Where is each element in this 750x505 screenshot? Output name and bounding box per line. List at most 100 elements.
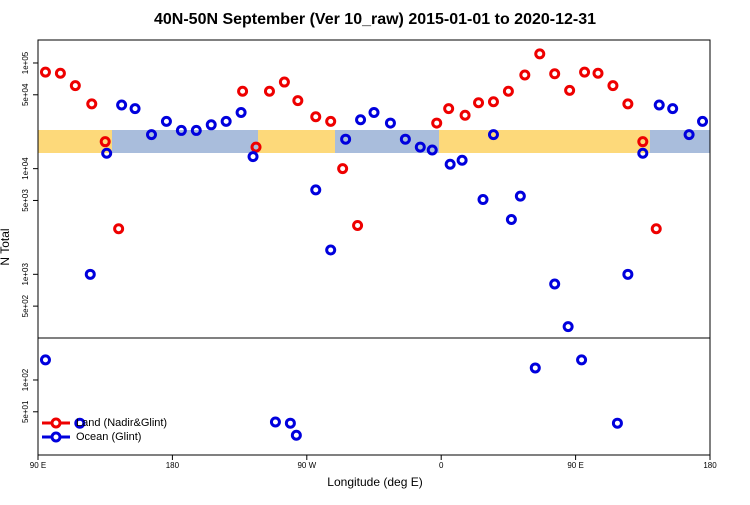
y-tick-label: 5e+03 [21, 189, 30, 212]
point [278, 76, 290, 88]
point [384, 117, 396, 129]
point [310, 184, 322, 196]
point [337, 163, 349, 175]
point [607, 80, 619, 92]
point [190, 124, 202, 136]
point [487, 96, 499, 108]
point [576, 354, 588, 366]
point [562, 321, 574, 333]
point [129, 103, 141, 115]
point [414, 141, 426, 153]
point [160, 115, 172, 127]
point [325, 244, 337, 256]
point [247, 151, 259, 163]
point [502, 85, 514, 97]
point [355, 114, 367, 126]
point [622, 268, 634, 280]
point [292, 95, 304, 107]
point [549, 278, 561, 290]
point [99, 136, 111, 148]
point [250, 141, 262, 153]
point [368, 106, 380, 118]
point [39, 66, 51, 78]
point [399, 133, 411, 145]
point [456, 154, 468, 166]
point [431, 117, 443, 129]
y-tick-label: 1e+05 [21, 51, 30, 74]
point [352, 219, 364, 231]
y-tick-label: 5e+01 [21, 400, 30, 423]
point [514, 190, 526, 202]
point [444, 158, 456, 170]
point [505, 214, 517, 226]
point [683, 129, 695, 141]
point [101, 147, 113, 159]
ocean-band [650, 130, 710, 153]
x-tick-label: 180 [703, 461, 717, 470]
point [325, 115, 337, 127]
point [667, 103, 679, 115]
point [579, 66, 591, 78]
point [611, 417, 623, 429]
point [650, 223, 662, 235]
legend-marker [50, 431, 62, 443]
point [459, 109, 471, 121]
point [74, 417, 86, 429]
point [220, 115, 232, 127]
point [549, 68, 561, 80]
point [637, 147, 649, 159]
point [175, 124, 187, 136]
y-tick-label: 5e+04 [21, 83, 30, 106]
point [622, 98, 634, 110]
point [477, 194, 489, 206]
point [269, 416, 281, 428]
point [284, 417, 296, 429]
point [69, 80, 81, 92]
point [426, 144, 438, 156]
point [653, 99, 665, 111]
point [113, 223, 125, 235]
chart-title: 40N-50N September (Ver 10_raw) 2015-01-0… [154, 11, 596, 28]
point [637, 136, 649, 148]
y-tick-label: 5e+02 [21, 294, 30, 317]
point [487, 129, 499, 141]
point [564, 84, 576, 96]
point [290, 429, 302, 441]
point [54, 67, 66, 79]
point [529, 362, 541, 374]
point [237, 85, 249, 97]
x-tick-label: 0 [439, 461, 444, 470]
point [205, 119, 217, 131]
y-tick-label: 1e+03 [21, 263, 30, 286]
y-tick-label: 1e+02 [21, 368, 30, 391]
y-axis-label: N Total [0, 228, 12, 265]
map-strip [38, 130, 710, 153]
legend-marker [50, 417, 62, 429]
x-tick-label: 90 E [567, 461, 583, 470]
point [235, 106, 247, 118]
point [519, 69, 531, 81]
legend-label: Land (Nadir&Glint) [76, 417, 167, 429]
legend-label: Ocean (Glint) [76, 431, 141, 443]
point [592, 67, 604, 79]
x-tick-label: 180 [166, 461, 180, 470]
x-axis-label: Longitude (deg E) [327, 475, 422, 489]
point [534, 48, 546, 60]
point [310, 111, 322, 123]
point [86, 98, 98, 110]
x-tick-label: 90 W [297, 461, 316, 470]
point [473, 97, 485, 109]
ocean-band [335, 130, 439, 153]
x-tick-label: 90 E [30, 461, 46, 470]
point [145, 129, 157, 141]
plot-frame [37, 39, 711, 456]
y-tick-label: 1e+04 [21, 157, 30, 180]
point [39, 354, 51, 366]
point [116, 99, 128, 111]
point [697, 115, 709, 127]
point [84, 268, 96, 280]
point [340, 133, 352, 145]
point [443, 103, 455, 115]
point [263, 85, 275, 97]
